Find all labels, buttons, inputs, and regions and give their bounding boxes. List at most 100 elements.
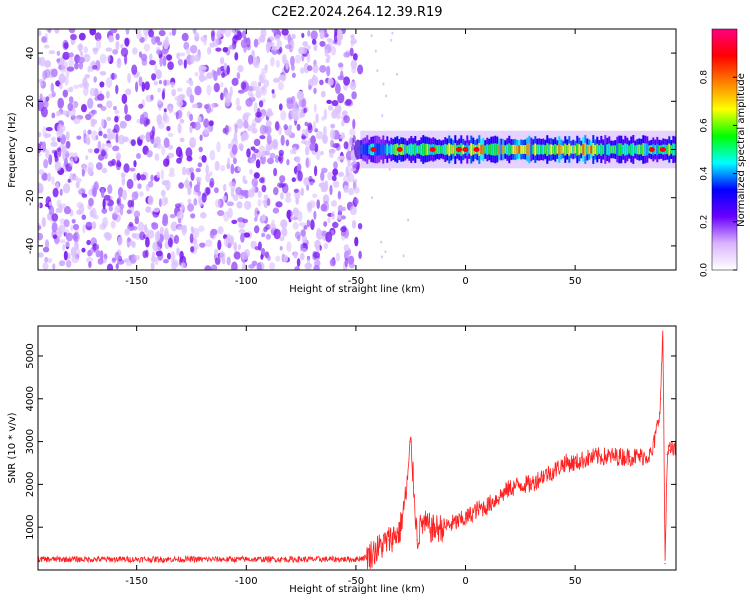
spectrogram-cell (70, 224, 74, 232)
spectrogram-cell (129, 167, 136, 172)
spectrogram-cell (240, 232, 245, 243)
spectrogram-cell (107, 184, 113, 195)
spectrogram-cell (352, 178, 358, 183)
spectrogram-cell (174, 203, 182, 208)
spectrogram-cell (152, 241, 158, 252)
spectrogram-cell (348, 187, 354, 196)
spectrogram-cell (323, 221, 328, 227)
spectrogram-cell (92, 243, 100, 251)
snr-point (552, 470, 554, 473)
spectrogram-cell (410, 143, 413, 156)
spectrogram-cell (343, 141, 349, 150)
snr-point (245, 558, 247, 560)
spectrogram-cell (128, 255, 132, 261)
snr-point (464, 518, 467, 520)
spectrogram-cell (602, 145, 605, 155)
spectrogram-cell (580, 145, 583, 154)
spectrogram-cell (156, 49, 163, 55)
spectrogram-cell (124, 114, 132, 122)
spectrogram-cell (494, 143, 497, 156)
spectrogram-cell (231, 144, 238, 155)
spectrogram-cell (240, 39, 247, 49)
spectrogram-cell (301, 234, 307, 243)
snr-point (660, 398, 662, 400)
spectrogram-cell (95, 162, 103, 171)
spectrogram-cell (314, 143, 319, 153)
spectrogram-cell (73, 117, 81, 125)
spectrogram-cell (51, 213, 59, 222)
spectrogram-cell (520, 145, 523, 154)
spectrogram-cell (193, 198, 198, 206)
spectrogram-cell (136, 172, 141, 181)
spectrogram-cell (200, 212, 207, 219)
spectrogram-cell (133, 210, 141, 218)
spectrogram-cell (229, 44, 236, 50)
spectrogram-cell (172, 30, 176, 36)
spectrogram-cell (91, 221, 97, 230)
spectrogram-cell (81, 193, 88, 198)
spectrogram-cell (115, 263, 120, 270)
spectrogram-cell (151, 222, 159, 230)
spectrogram-cell (38, 131, 42, 138)
spectrogram-cell (429, 147, 436, 152)
spectrogram-cell (318, 183, 323, 188)
spectrogram-cell (592, 143, 595, 156)
snr-point (497, 496, 499, 498)
spectrogram-cell (343, 244, 350, 252)
spectrogram-cell (154, 153, 160, 161)
spectrogram-cell (101, 167, 108, 174)
spectrogram-cell (510, 144, 513, 155)
spectrogram-cell (115, 152, 121, 161)
spectrogram-cell (180, 262, 186, 269)
spectrogram-cell (243, 179, 248, 185)
spectrogram-cell (78, 43, 83, 52)
spectrogram-cell (42, 70, 47, 80)
spectrogram-cell (307, 124, 313, 134)
snr-point (640, 456, 642, 458)
spectrogram-cell (280, 192, 284, 200)
spectrogram-cell (259, 124, 267, 135)
x-tick-label: 0 (462, 576, 468, 587)
spectrogram-cell (299, 252, 305, 261)
spectrogram-cell (295, 197, 300, 205)
spectrogram-cell (48, 201, 53, 206)
spectrogram-cell (630, 143, 633, 156)
spectrogram-cell (590, 145, 593, 154)
spectrogram-cell (38, 152, 42, 157)
spectrogram-cell (163, 79, 168, 87)
spectrogram-cell (253, 148, 259, 154)
spectrogram-cell (260, 254, 264, 260)
spectrogram-cell (38, 183, 44, 194)
spectrogram-cell (150, 134, 155, 144)
spectrogram-cell (534, 143, 537, 156)
spectrogram-cell (304, 262, 312, 270)
spectrogram-cell (452, 145, 455, 154)
spectrogram-cell (484, 145, 487, 154)
spectrogram-cell (41, 216, 46, 228)
spectrogram-cell (250, 93, 254, 99)
snr-point (432, 528, 434, 530)
spectrogram-cell (406, 145, 409, 154)
spectrogram-cell (380, 240, 383, 244)
spectrogram-cell (171, 88, 177, 97)
spectrogram-cell (92, 109, 97, 115)
spectrogram-cell (100, 188, 105, 198)
spectrogram-cell (149, 60, 156, 66)
spectrogram-cell (296, 90, 304, 101)
snr-point (201, 558, 203, 560)
spectrogram-cell (148, 29, 155, 38)
spectrogram-cell (223, 62, 228, 71)
spectrogram-cell (190, 54, 195, 64)
snr-point (158, 558, 160, 560)
spectrogram-cell (292, 146, 297, 155)
spectrogram-cell (106, 100, 113, 109)
spectrogram-cell (566, 144, 569, 154)
spectrogram-cell (62, 145, 67, 155)
spectrogram-cell (161, 146, 166, 156)
spectrogram-cell (138, 76, 143, 87)
spectrogram-cell (138, 51, 143, 58)
spectrogram-cell (287, 129, 292, 136)
spectrogram-cell (125, 29, 130, 35)
spectrogram-cell (274, 154, 280, 164)
spectrogram-cell (276, 40, 283, 49)
